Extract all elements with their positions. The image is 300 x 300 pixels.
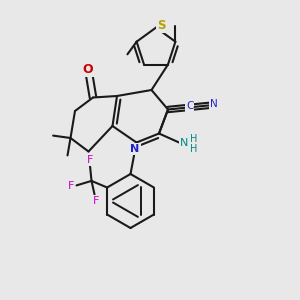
Text: H: H [190, 134, 197, 144]
Text: N: N [130, 144, 140, 154]
Text: N: N [210, 99, 218, 110]
Text: F: F [87, 155, 93, 165]
Text: H: H [190, 144, 197, 154]
Text: C: C [186, 101, 194, 111]
Text: N: N [180, 138, 189, 148]
Text: F: F [93, 196, 99, 206]
Text: F: F [68, 181, 74, 191]
Text: S: S [157, 19, 166, 32]
Text: O: O [82, 63, 93, 76]
